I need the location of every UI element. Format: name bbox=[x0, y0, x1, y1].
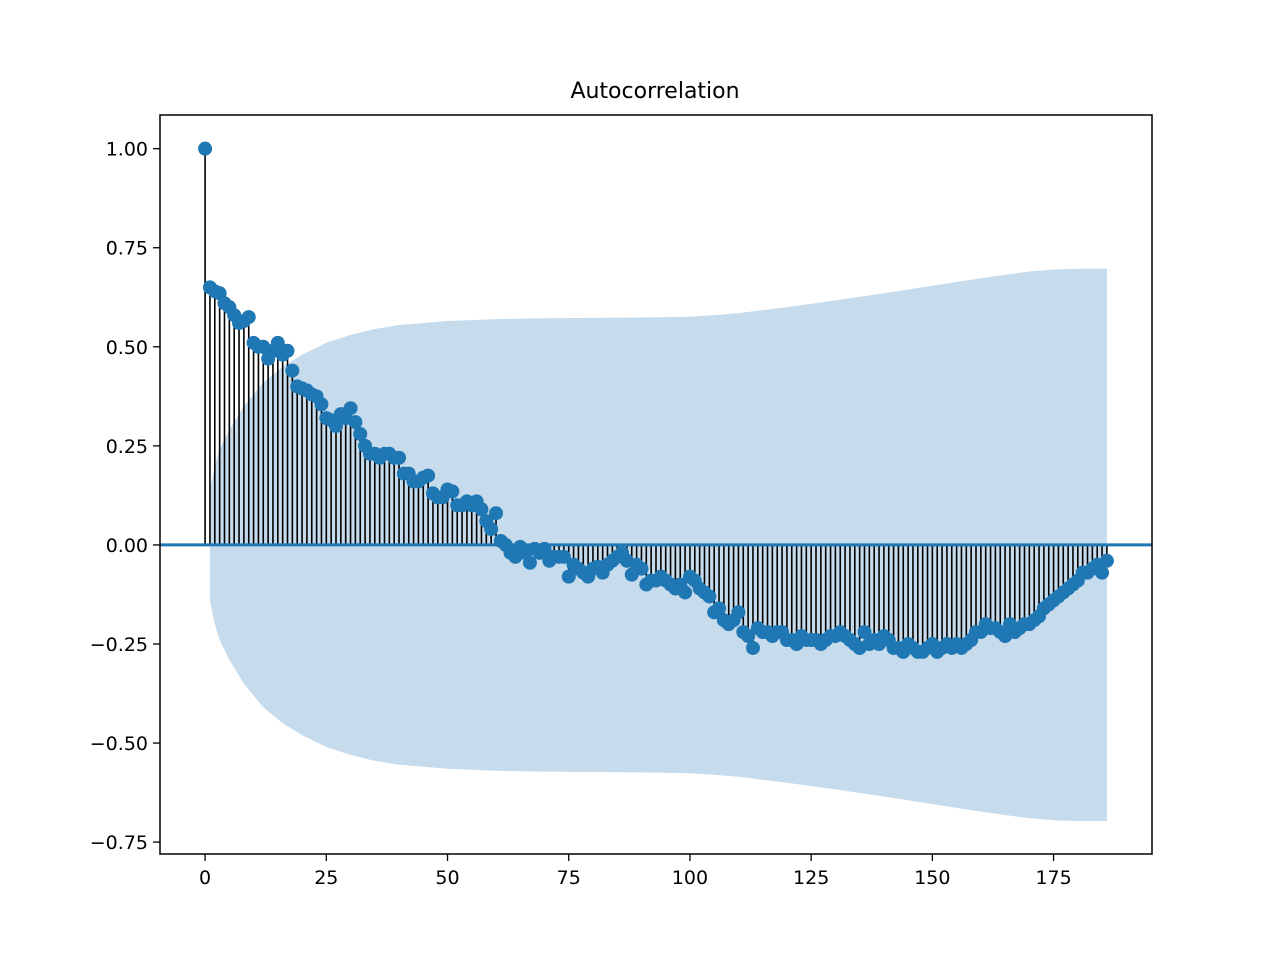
acf-point bbox=[348, 415, 363, 430]
acf-point bbox=[556, 549, 571, 564]
acf-point bbox=[712, 601, 727, 616]
acf-point bbox=[1095, 565, 1110, 580]
x-tick-label: 75 bbox=[557, 867, 581, 889]
acf-point bbox=[353, 426, 368, 441]
y-axis-ticks: 1.00 0.75 0.50 0.25 0.00 −0.25 −0.50 −0.75 bbox=[90, 139, 160, 854]
y-tick-label: 0.00 bbox=[106, 535, 148, 557]
acf-point bbox=[474, 502, 489, 517]
acf-point bbox=[280, 343, 295, 358]
x-tick-label: 175 bbox=[1035, 867, 1071, 889]
acf-point bbox=[421, 468, 436, 483]
acf-point bbox=[857, 625, 872, 640]
y-tick-label: 0.25 bbox=[106, 436, 148, 458]
acf-point bbox=[634, 561, 649, 576]
x-tick-label: 50 bbox=[435, 867, 459, 889]
y-tick-label: 0.75 bbox=[106, 238, 148, 260]
acf-point bbox=[285, 363, 300, 378]
x-tick-label: 100 bbox=[672, 867, 708, 889]
y-tick-label: −0.50 bbox=[90, 733, 148, 755]
acf-point bbox=[241, 310, 256, 325]
acf-point bbox=[731, 605, 746, 620]
y-tick-label: 0.50 bbox=[106, 337, 148, 359]
acf-point bbox=[745, 640, 760, 655]
plot-frame bbox=[159, 114, 1153, 855]
x-tick-label: 0 bbox=[199, 867, 211, 889]
acf-point bbox=[537, 541, 552, 556]
acf-point bbox=[741, 629, 756, 644]
acf-point bbox=[484, 522, 499, 537]
stem-layer bbox=[204, 148, 1108, 652]
acf-point bbox=[1099, 553, 1114, 568]
acf-point bbox=[678, 585, 693, 600]
acf-point bbox=[392, 450, 407, 465]
acf-point bbox=[270, 335, 285, 350]
acf-point bbox=[314, 397, 329, 412]
acf-point bbox=[445, 484, 460, 499]
y-tick-label: −0.75 bbox=[90, 832, 148, 854]
x-tick-label: 25 bbox=[314, 867, 338, 889]
acf-point bbox=[343, 401, 358, 416]
marker-layer bbox=[198, 141, 1114, 659]
x-tick-label: 125 bbox=[793, 867, 829, 889]
y-tick-label: −0.25 bbox=[90, 634, 148, 656]
acf-point bbox=[561, 569, 576, 584]
acf-point bbox=[329, 419, 343, 434]
y-tick-label: 1.00 bbox=[106, 139, 148, 161]
x-axis-ticks: 0 25 50 75 100 125 150 175 bbox=[199, 854, 1072, 889]
x-tick-label: 150 bbox=[914, 867, 950, 889]
acf-point bbox=[489, 506, 503, 521]
acf-point bbox=[198, 141, 213, 156]
acf-point bbox=[702, 589, 717, 604]
chart-title: Autocorrelation bbox=[570, 79, 739, 104]
acf-point bbox=[522, 555, 537, 570]
